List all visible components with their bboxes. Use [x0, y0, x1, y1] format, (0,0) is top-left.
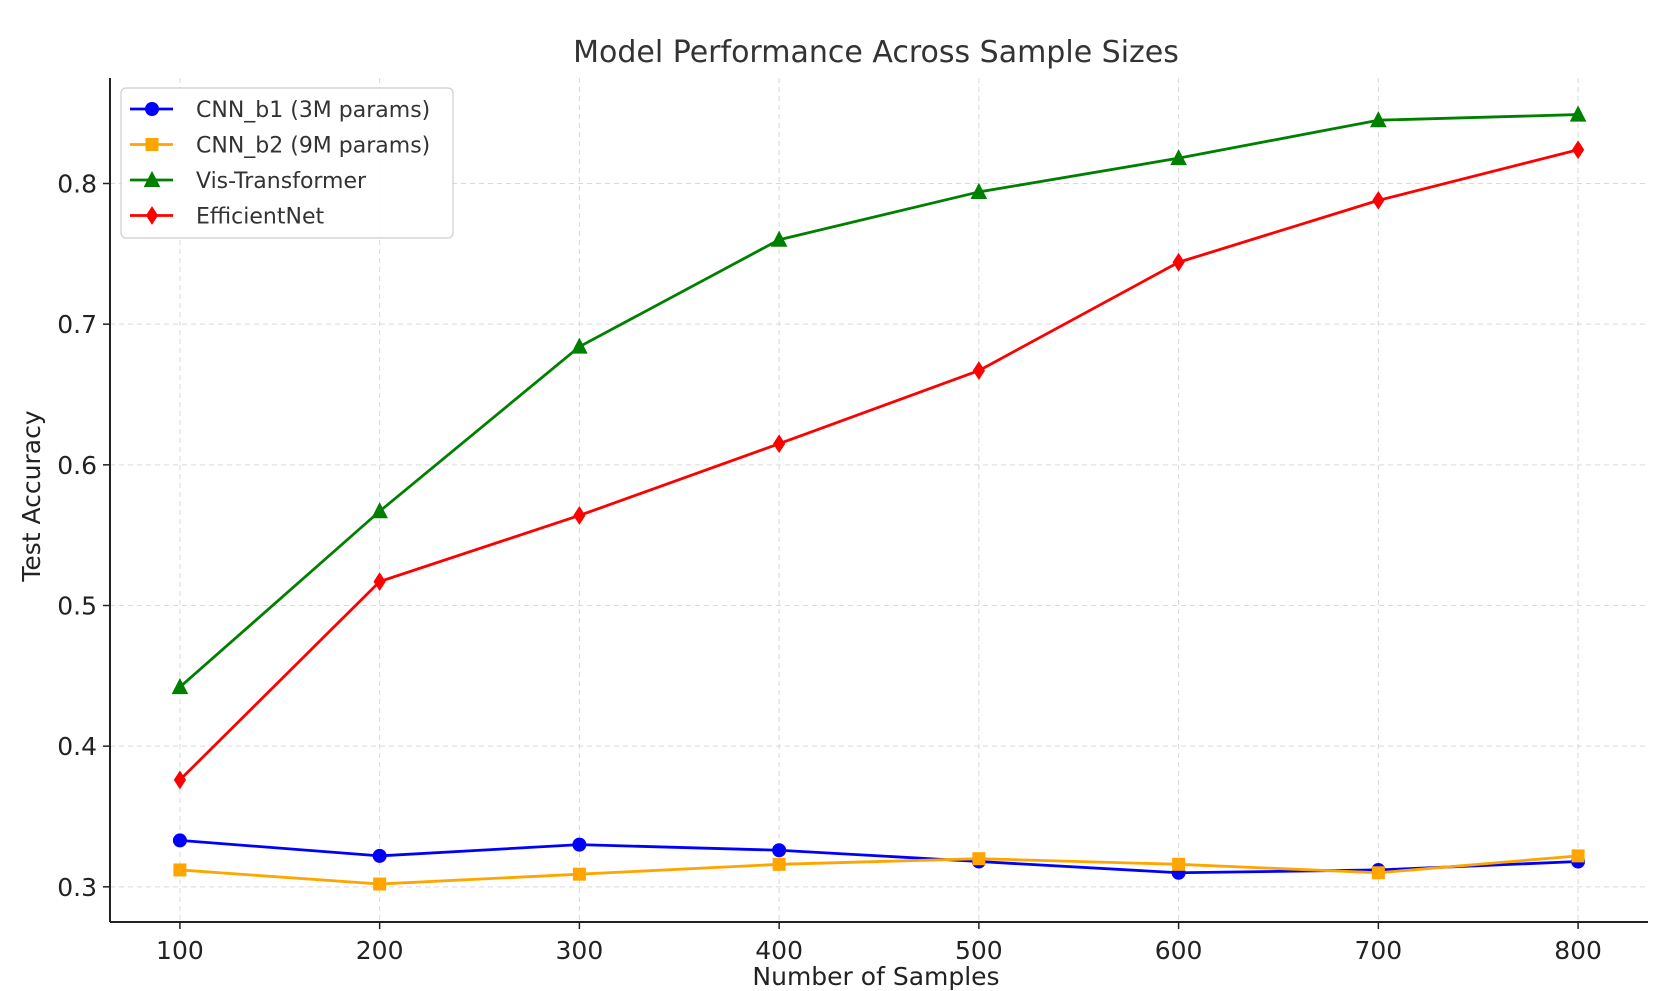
- data-point: [1569, 105, 1587, 122]
- data-point: [173, 863, 187, 877]
- legend-label: Vis-Transformer: [196, 169, 367, 194]
- y-tick-label: 0.7: [57, 310, 97, 339]
- series-line: [178, 113, 1580, 689]
- data-point: [773, 434, 786, 454]
- series-3: [173, 140, 1585, 790]
- data-point: [372, 848, 387, 863]
- data-point: [573, 506, 586, 525]
- data-point: [171, 677, 189, 695]
- x-tick-label: 200: [356, 936, 404, 965]
- series-line: [178, 839, 1580, 875]
- x-tick-label: 600: [1155, 936, 1203, 965]
- data-point: [371, 502, 388, 519]
- legend-marker: [143, 170, 161, 187]
- grid: [110, 78, 1648, 922]
- legend-label: EfficientNet: [196, 205, 324, 230]
- data-point: [1370, 111, 1387, 128]
- legend-marker: [145, 138, 159, 151]
- data-point: [772, 843, 787, 858]
- data-point: [1372, 190, 1385, 210]
- y-tick-label: 0.5: [57, 592, 97, 621]
- legend: CNN_b1 (3M params) CNN_b2 (9M params) Vis-…: [120, 87, 454, 239]
- data-point: [1371, 866, 1385, 880]
- data-point: [1172, 857, 1186, 871]
- y-axis-label: Test Accuracy: [17, 410, 46, 583]
- y-tick-label: 0.8: [57, 170, 97, 199]
- x-tick-label: 800: [1554, 936, 1602, 965]
- legend-label: CNN_b2 (9M params): [196, 134, 430, 159]
- data-point: [572, 837, 587, 852]
- chart-title: Model Performance Across Sample Sizes: [573, 35, 1179, 70]
- data-point: [572, 867, 586, 881]
- x-tick-label: 400: [755, 936, 803, 965]
- legend-box: [120, 87, 454, 239]
- y-tick-label: 0.6: [57, 451, 97, 480]
- data-point: [1571, 140, 1585, 160]
- series-1: [173, 849, 1585, 891]
- legend-label: CNN_b1 (3M params): [196, 98, 430, 123]
- x-tick-label: 500: [955, 936, 1003, 965]
- data-point: [373, 572, 386, 592]
- data-point: [373, 877, 387, 891]
- series-2: [171, 105, 1587, 695]
- data-point: [172, 833, 187, 848]
- data-point: [772, 857, 786, 871]
- x-axis-label: Number of Samples: [752, 962, 999, 991]
- y-tick-label: 0.3: [57, 873, 97, 902]
- data-point: [972, 852, 986, 866]
- data-point: [571, 337, 588, 354]
- series-group: [171, 105, 1587, 891]
- legend-marker: [145, 102, 159, 116]
- x-tick-label: 700: [1354, 936, 1402, 965]
- data-point: [1571, 849, 1585, 863]
- data-point: [173, 770, 187, 790]
- axes: 100 200 300 400 500 600 700 800 0.3 0.4 0.5 0.6 0.7 0…: [57, 78, 1648, 965]
- y-tick-label: 0.4: [57, 732, 97, 761]
- series-line: [178, 854, 1580, 886]
- series-line: [178, 148, 1580, 782]
- x-tick-label: 100: [156, 936, 204, 965]
- x-tick-label: 300: [556, 936, 604, 965]
- legend-marker: [145, 206, 159, 225]
- data-point: [1170, 149, 1187, 166]
- data-point: [770, 230, 788, 247]
- data-point: [972, 361, 985, 381]
- data-point: [970, 182, 988, 199]
- data-point: [1172, 252, 1185, 272]
